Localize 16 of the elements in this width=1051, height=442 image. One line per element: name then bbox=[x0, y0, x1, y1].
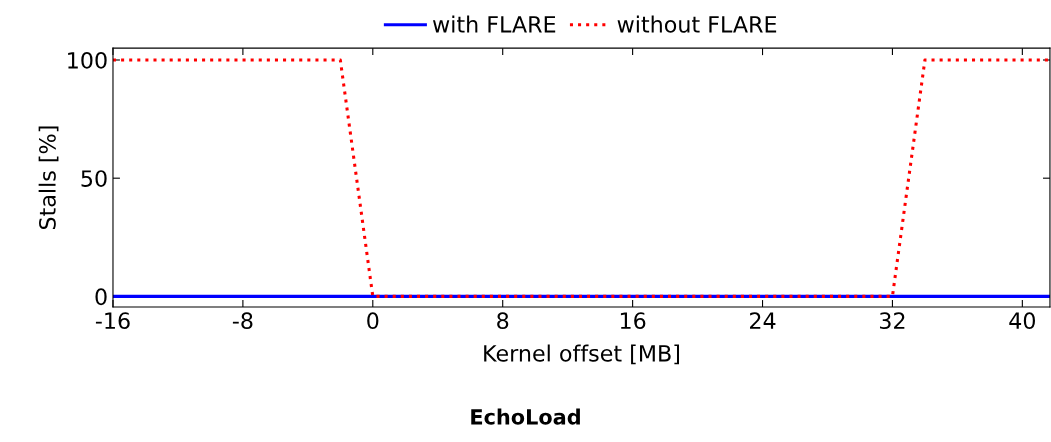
x-tick-label: 16 bbox=[620, 312, 646, 330]
legend-label: with FLARE bbox=[432, 15, 556, 33]
x-tick-label: -16 bbox=[95, 312, 130, 330]
legend-label: without FLARE bbox=[617, 15, 777, 33]
x-tick-label: 40 bbox=[1009, 312, 1036, 330]
x-axis-title: Kernel offset [MB] bbox=[484, 344, 680, 365]
y-tick-label: 100 bbox=[68, 51, 107, 69]
y-axis-title: Stalls [%] bbox=[38, 126, 59, 230]
y-tick-label: 50 bbox=[81, 170, 107, 187]
x-tick-label: 8 bbox=[497, 312, 509, 330]
x-tick-label: 32 bbox=[879, 312, 905, 330]
text: EchoLoad bbox=[471, 408, 580, 425]
x-tick-label: -8 bbox=[232, 312, 253, 330]
y-tick-label: 0 bbox=[95, 288, 107, 306]
x-tick-label: 24 bbox=[750, 312, 776, 329]
x-tick-label: 0 bbox=[367, 312, 379, 330]
